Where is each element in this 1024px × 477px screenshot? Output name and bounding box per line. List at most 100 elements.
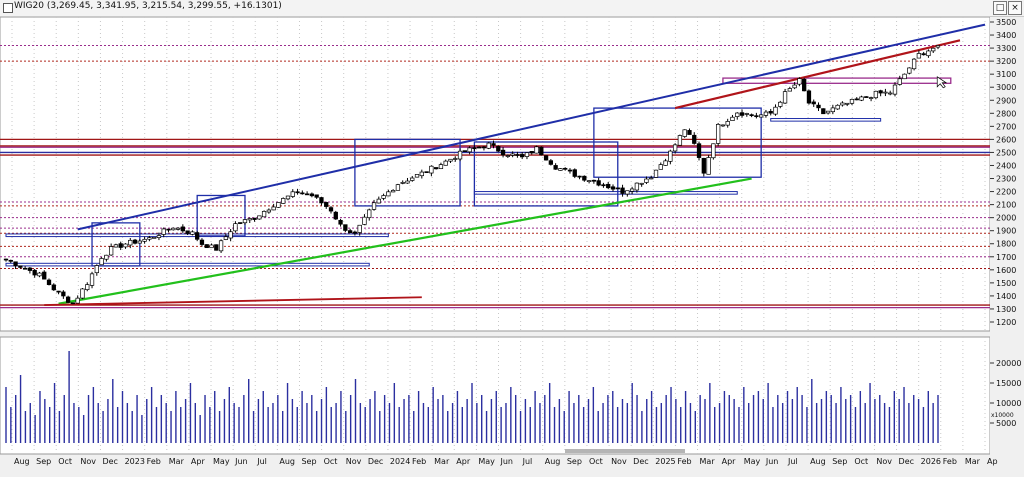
candle-body	[214, 244, 219, 251]
candle-body	[199, 239, 205, 245]
candle-body	[419, 171, 424, 177]
candle-body	[931, 47, 936, 52]
candle-body	[410, 177, 415, 181]
candle-body	[362, 216, 367, 225]
x-tick-label: Sep	[832, 457, 847, 466]
price-tick-label: 2000	[996, 214, 1016, 223]
x-tick-label: Jun	[765, 457, 779, 466]
candle-body	[926, 50, 931, 57]
candle-body	[56, 290, 61, 293]
candle-body	[443, 160, 448, 166]
candle-body	[529, 151, 534, 154]
close-button[interactable]: ×	[1008, 1, 1022, 15]
candle-body	[749, 114, 754, 117]
candle-body	[319, 197, 324, 204]
candle-body	[481, 146, 487, 149]
candle-body	[204, 244, 209, 249]
x-tick-label: Dec	[633, 457, 648, 466]
x-tick-label: Mar	[169, 457, 185, 466]
candle-body	[505, 155, 510, 157]
candle-body	[400, 182, 405, 184]
x-tick-label: Oct	[854, 457, 868, 466]
candle-body	[649, 177, 654, 180]
candle-body	[132, 239, 138, 244]
candle-body	[792, 84, 797, 89]
price-tick-label: 1500	[996, 279, 1016, 288]
candle-body	[8, 259, 13, 262]
candle-body	[271, 206, 276, 211]
range-box	[473, 191, 738, 195]
candle-body	[897, 78, 902, 85]
x-tick-label: May	[744, 457, 761, 466]
candle-body	[276, 202, 281, 208]
red-trend-line	[44, 296, 422, 306]
candle-body	[13, 261, 18, 267]
candle-body	[534, 146, 539, 154]
candle-body	[142, 238, 147, 242]
candle-body	[228, 231, 233, 239]
candle-body	[730, 116, 735, 122]
range-box	[354, 138, 461, 207]
candle-body	[768, 110, 773, 114]
volume-tick-label: 5000	[996, 419, 1016, 428]
candle-body	[806, 90, 812, 104]
candle-body	[395, 184, 401, 191]
candle-body	[152, 236, 157, 239]
candle-body	[620, 187, 625, 194]
volume-panel	[0, 336, 991, 455]
candle-body	[778, 101, 783, 107]
candle-body	[835, 104, 840, 110]
candle-body	[840, 102, 845, 106]
candle-body	[89, 273, 95, 286]
candle-body	[653, 169, 659, 178]
candle-body	[453, 158, 458, 160]
x-tick-label: Oct	[58, 457, 72, 466]
candle-body	[300, 192, 305, 195]
candle-body	[720, 124, 726, 127]
x-tick-label: Jul	[256, 457, 267, 466]
candle-body	[825, 110, 831, 114]
candle-body	[911, 58, 917, 70]
candle-body	[763, 111, 769, 116]
candle-body	[859, 96, 864, 101]
candle-body	[491, 143, 496, 146]
candle-body	[414, 174, 420, 178]
x-tick-label: Sep	[301, 457, 316, 466]
candle-body	[883, 91, 888, 94]
price-tick-label: 2900	[996, 96, 1016, 105]
candle-body	[873, 90, 879, 99]
candle-body	[735, 112, 740, 117]
candle-body	[706, 157, 711, 175]
candle-body	[625, 190, 630, 195]
x-tick-label: Aug	[810, 457, 826, 466]
candle-body	[386, 191, 391, 197]
price-tick-label: 2100	[996, 201, 1016, 210]
chart-area[interactable]: Aug Sep Oct Nov Dec 2023 Feb Mar Apr May Jun Jul Aug…	[0, 17, 1024, 477]
candle-body	[85, 284, 90, 290]
candle-body	[429, 165, 434, 174]
candle-body	[524, 152, 530, 157]
candle-body	[591, 179, 597, 182]
candle-body	[462, 150, 467, 152]
range-box	[770, 118, 882, 122]
candle-body	[147, 237, 152, 240]
candle-body	[701, 157, 706, 174]
x-tick-label: Jun	[234, 457, 248, 466]
candle-body	[759, 114, 764, 118]
x-tick-label: Nov	[611, 457, 627, 466]
candle-body	[376, 198, 381, 204]
x-tick-label: Apr	[456, 457, 471, 466]
candle-body	[75, 297, 80, 304]
candle-body	[61, 291, 66, 297]
candle-body	[658, 164, 663, 170]
candle-body	[577, 175, 582, 178]
maximize-button[interactable]: □	[993, 1, 1007, 15]
candle-body	[18, 265, 23, 268]
candle-body	[916, 53, 922, 59]
candle-body	[242, 219, 248, 224]
x-tick-label: Mar	[700, 457, 716, 466]
price-tick-label: 2600	[996, 135, 1016, 144]
candle-body	[314, 194, 319, 198]
candle-body	[65, 296, 71, 303]
